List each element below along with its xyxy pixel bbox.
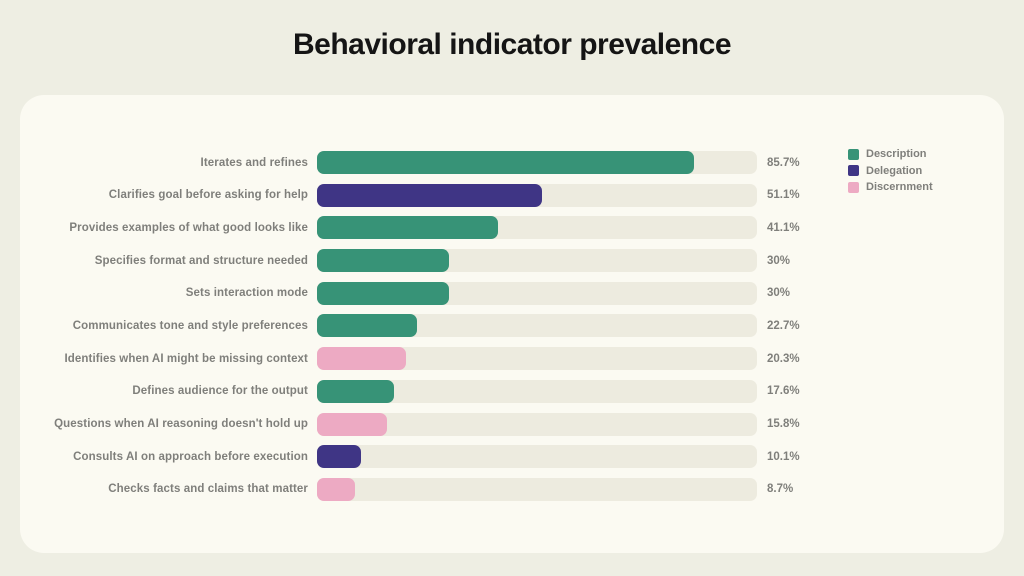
legend-swatch-icon <box>848 148 859 160</box>
value-label: 22.7% <box>767 319 800 332</box>
page-title: Behavioral indicator prevalence <box>292 28 732 61</box>
bar-track <box>317 151 757 174</box>
legend: Description Delegation Discernment <box>848 148 933 198</box>
bar-track <box>317 281 757 305</box>
category-label: Provides examples of what good looks lik… <box>69 221 308 234</box>
bar <box>317 183 542 207</box>
bar-row: Questions when AI reasoning doesn't hold… <box>20 412 1004 436</box>
value-label: 17.6% <box>767 385 800 398</box>
value-label: 30% <box>767 287 791 300</box>
category-label: Consults AI on approach before execution <box>73 450 308 463</box>
value-label: 30% <box>767 254 791 267</box>
value-label: 85.7% <box>767 156 800 169</box>
category-label: Sets interaction mode <box>185 287 308 300</box>
legend-item: Delegation <box>848 165 933 177</box>
bar-row: Communicates tone and style preferences … <box>20 314 1004 338</box>
legend-item: Discernment <box>848 181 933 193</box>
value-label: 41.1% <box>767 221 800 234</box>
bar-row: Sets interaction mode 30% <box>20 281 1004 305</box>
bar <box>317 445 362 469</box>
bar <box>317 216 498 240</box>
legend-swatch-icon <box>848 165 859 176</box>
bar <box>317 347 407 371</box>
category-label: Iterates and refines <box>200 156 308 169</box>
bar <box>317 412 387 436</box>
bar-track <box>317 216 757 240</box>
category-label: Specifies format and structure needed <box>94 254 308 267</box>
bar <box>317 151 695 174</box>
bar <box>317 249 449 273</box>
bar <box>317 281 449 305</box>
bar-track <box>317 379 757 403</box>
legend-label: Delegation <box>866 164 923 177</box>
value-label: 8.7% <box>767 483 794 496</box>
category-label: Defines audience for the output <box>132 385 308 398</box>
bar-track <box>317 347 757 371</box>
bar-track <box>317 445 757 469</box>
legend-label: Description <box>866 148 927 160</box>
bar-row: Consults AI on approach before execution… <box>20 445 1004 469</box>
bar-row: Checks facts and claims that matter 8.7% <box>20 477 1004 501</box>
category-label: Identifies when AI might be missing cont… <box>64 352 308 365</box>
bar-row: Provides examples of what good looks lik… <box>20 216 1004 240</box>
category-label: Questions when AI reasoning doesn't hold… <box>54 418 308 430</box>
bar-track <box>317 477 757 501</box>
bar-track <box>317 183 757 207</box>
value-label: 51.1% <box>767 189 800 202</box>
chart-panel: Iterates and refines 85.7% Clarifies goa… <box>20 95 1004 553</box>
bar <box>317 379 395 403</box>
bar-row: Iterates and refines 85.7% <box>20 151 1004 174</box>
bar-row: Defines audience for the output 17.6% <box>20 379 1004 403</box>
bar-track <box>317 314 757 338</box>
bar-track <box>317 412 757 436</box>
category-label: Communicates tone and style preferences <box>72 319 308 332</box>
category-label: Checks facts and claims that matter <box>108 483 308 496</box>
legend-swatch-icon <box>848 181 859 193</box>
bar-row: Identifies when AI might be missing cont… <box>20 347 1004 371</box>
bar-track <box>317 249 757 273</box>
legend-label: Discernment <box>866 181 933 193</box>
bar-row: Specifies format and structure needed 30… <box>20 249 1004 273</box>
legend-item: Description <box>848 148 933 160</box>
category-label: Clarifies goal before asking for help <box>108 189 308 202</box>
bar <box>317 314 417 338</box>
value-label: 15.8% <box>767 418 800 430</box>
bar-chart: Iterates and refines 85.7% Clarifies goa… <box>20 151 1004 511</box>
value-label: 20.3% <box>767 352 800 365</box>
bar <box>317 477 356 501</box>
bar-row: Clarifies goal before asking for help 51… <box>20 183 1004 207</box>
value-label: 10.1% <box>767 450 800 463</box>
